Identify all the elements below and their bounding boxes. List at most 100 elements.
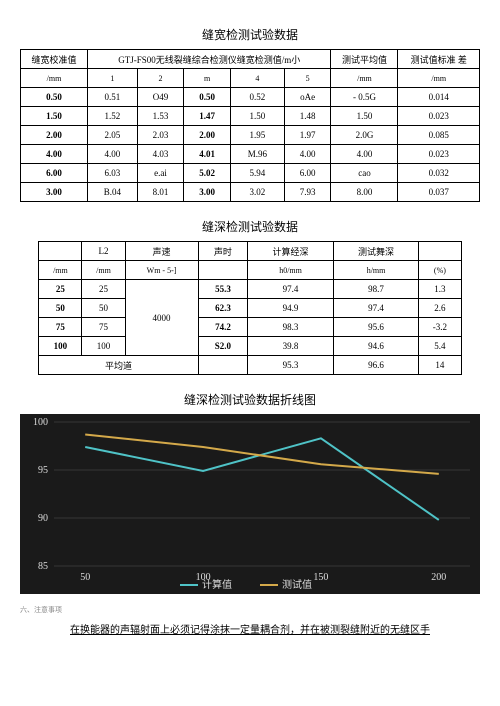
svg-text:85: 85	[38, 561, 48, 572]
table-cell: 4.01	[184, 145, 231, 164]
table-cell: 6.03	[88, 164, 138, 183]
table-cell: 1.50	[331, 107, 398, 126]
t2-h2: 声速	[125, 242, 198, 261]
table-cell: 6.00	[21, 164, 88, 183]
table-cell: - 0.5G	[331, 88, 398, 107]
table-cell: 100	[82, 337, 125, 356]
table-cell: 62.3	[198, 299, 248, 318]
svg-text:测试值: 测试值	[282, 578, 312, 591]
table1: 缝宽校准值 GTJ-FS00无线裂缝综合检测仪缝宽检测值/m小 测试平均值 测试…	[20, 49, 480, 202]
t1-s1: 1	[88, 69, 138, 88]
table-cell: 3.02	[230, 183, 284, 202]
svg-text:计算值: 计算值	[202, 578, 232, 591]
table-cell: 94.6	[333, 337, 418, 356]
table-cell: 94.9	[248, 299, 333, 318]
footnote: 六、注意事项	[20, 605, 480, 615]
t1-s3: m	[184, 69, 231, 88]
table-cell: 0.50	[184, 88, 231, 107]
t2-avg-label: 平均道	[39, 356, 198, 375]
table-cell: 74.2	[198, 318, 248, 337]
table-cell: e.ai	[137, 164, 184, 183]
line-chart: 85909510050100150200计算值测试值	[20, 414, 480, 594]
table-cell: 1.95	[230, 126, 284, 145]
t2-h6	[419, 242, 461, 261]
table-cell: 4.00	[88, 145, 138, 164]
table-cell: 0.50	[21, 88, 88, 107]
t2-avg-c6: 14	[419, 356, 461, 375]
table-cell: 3.00	[184, 183, 231, 202]
foot-text: 在换能器的声辐射面上必须记得涂抹一定量耦合剂，并在被测裂缝附近的无缝区手	[20, 621, 480, 636]
table-cell: 95.6	[333, 318, 418, 337]
t1-s5: 5	[284, 69, 331, 88]
t1-u-std: /mm	[398, 69, 480, 88]
table-cell: 5.02	[184, 164, 231, 183]
table-cell: 0.023	[398, 107, 480, 126]
table-cell: 1.53	[137, 107, 184, 126]
table-cell: 39.8	[248, 337, 333, 356]
table-cell: 2.00	[184, 126, 231, 145]
table-cell: 97.4	[248, 280, 333, 299]
table-cell: 75	[82, 318, 125, 337]
table-cell: 75	[39, 318, 82, 337]
t2-u5: h/mm	[333, 261, 418, 280]
t2-h3: 声时	[198, 242, 248, 261]
table-cell: 3.00	[21, 183, 88, 202]
svg-text:95: 95	[38, 465, 48, 476]
t1-s4: 4	[230, 69, 284, 88]
t2-u4: h0/mm	[248, 261, 333, 280]
t2-avg-blank	[198, 356, 248, 375]
table-cell: 2.6	[419, 299, 461, 318]
table-cell: 1.3	[419, 280, 461, 299]
table-cell: 98.7	[333, 280, 418, 299]
t2-u1: /mm	[82, 261, 125, 280]
table-cell: 1.97	[284, 126, 331, 145]
table-cell: 25	[82, 280, 125, 299]
table-cell: 0.032	[398, 164, 480, 183]
table-cell: 97.4	[333, 299, 418, 318]
t2-h4: 计算经深	[248, 242, 333, 261]
t2-h1: L2	[82, 242, 125, 261]
table-cell: 0.037	[398, 183, 480, 202]
svg-text:200: 200	[431, 572, 446, 583]
t1-h-col0: 缝宽校准值	[21, 50, 88, 69]
table-cell: 4.00	[284, 145, 331, 164]
t2-h5: 测试舞深	[333, 242, 418, 261]
svg-text:100: 100	[33, 417, 48, 428]
table-cell: 1.52	[88, 107, 138, 126]
table-cell: 1.50	[21, 107, 88, 126]
table-cell: 55.3	[198, 280, 248, 299]
t2-avg-c5: 96.6	[333, 356, 418, 375]
t1-h-std: 测试值标准 差	[398, 50, 480, 69]
table-cell: 4000	[125, 280, 198, 356]
table-cell: 5.94	[230, 164, 284, 183]
table-cell: 50	[82, 299, 125, 318]
t2-u6: (%)	[419, 261, 461, 280]
table-cell: 8.00	[331, 183, 398, 202]
table-cell: 50	[39, 299, 82, 318]
table-cell: 6.00	[284, 164, 331, 183]
t1-h-group: GTJ-FS00无线裂缝综合检测仪缝宽检测值/m小	[88, 50, 331, 69]
table2-title: 缝深检测试验数据	[20, 218, 480, 235]
t2-u3	[198, 261, 248, 280]
table-cell: 0.085	[398, 126, 480, 145]
svg-text:50: 50	[80, 572, 90, 583]
table-cell: 2.03	[137, 126, 184, 145]
table-cell: S2.0	[198, 337, 248, 356]
svg-text:90: 90	[38, 513, 48, 524]
table-cell: 8.01	[137, 183, 184, 202]
table-cell: 7.93	[284, 183, 331, 202]
t1-u0: /mm	[21, 69, 88, 88]
t1-h-avg: 测试平均值	[331, 50, 398, 69]
table2: L2 声速 声时 计算经深 测试舞深 /mm /mm Wm - 5-] h0/m…	[38, 241, 461, 375]
t2-u0: /mm	[39, 261, 82, 280]
table-cell: 25	[39, 280, 82, 299]
table-cell: 4.03	[137, 145, 184, 164]
table-cell: O49	[137, 88, 184, 107]
svg-text:150: 150	[313, 572, 328, 583]
t1-s2: 2	[137, 69, 184, 88]
table-cell: cao	[331, 164, 398, 183]
table-cell: 1.47	[184, 107, 231, 126]
table-cell: 0.023	[398, 145, 480, 164]
chart-title: 缝深检测试验数据折线图	[20, 391, 480, 408]
table-cell: 2.0G	[331, 126, 398, 145]
